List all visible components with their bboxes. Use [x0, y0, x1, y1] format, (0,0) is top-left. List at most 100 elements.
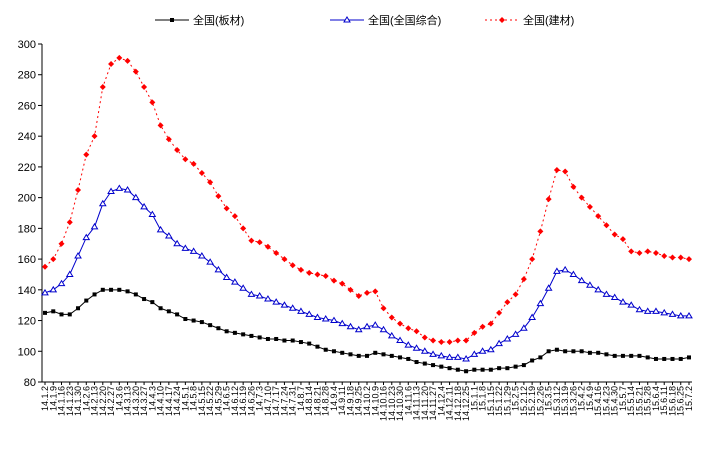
data-point — [397, 320, 404, 327]
data-point — [231, 278, 239, 285]
data-point — [206, 258, 215, 265]
data-point — [166, 309, 171, 314]
data-point — [51, 309, 56, 314]
data-point — [164, 232, 173, 239]
data-point — [290, 338, 295, 343]
data-point — [563, 349, 568, 354]
x-tick-label: 15.3.26 — [568, 386, 578, 416]
data-point — [686, 256, 692, 263]
data-point — [340, 350, 345, 355]
data-point — [191, 318, 196, 323]
data-point — [156, 225, 165, 233]
data-point — [365, 353, 369, 358]
data-point — [379, 325, 388, 333]
x-tick-label: 14.7.24 — [279, 386, 289, 416]
x-tick-label: 14.4.17 — [164, 386, 174, 416]
data-point — [677, 254, 684, 261]
data-point — [670, 356, 675, 361]
data-point — [140, 202, 148, 210]
legend-marker — [343, 16, 351, 23]
y-tick-label: 220 — [18, 162, 36, 174]
data-point — [214, 265, 223, 273]
data-point — [297, 266, 304, 273]
legend-marker — [499, 17, 505, 23]
data-point — [497, 366, 502, 371]
data-point — [90, 222, 99, 230]
data-point — [455, 367, 460, 372]
x-tick-label: 14.2.13 — [90, 386, 100, 416]
data-point — [569, 270, 578, 277]
data-point — [587, 350, 592, 355]
x-tick-label: 14.9.4 — [329, 386, 339, 411]
data-point — [538, 355, 543, 360]
x-tick-label: 14.8.14 — [304, 386, 314, 416]
data-point — [505, 366, 510, 371]
data-point — [662, 356, 667, 361]
y-tick-label: 240 — [18, 131, 36, 143]
data-point — [216, 326, 221, 331]
data-point — [404, 341, 413, 348]
data-point — [571, 349, 576, 354]
x-tick-label: 14.9.25 — [354, 386, 364, 416]
x-tick-label: 14.9.18 — [345, 386, 355, 416]
data-point — [339, 280, 346, 287]
data-point — [117, 287, 122, 292]
data-point — [322, 272, 329, 279]
data-point — [142, 297, 147, 302]
data-point — [100, 287, 105, 292]
x-tick-label: 15.2.5 — [511, 386, 521, 411]
data-point — [165, 136, 172, 143]
x-tick-label: 15.5.14 — [626, 386, 636, 416]
data-point — [553, 267, 561, 274]
data-point — [92, 292, 97, 297]
data-point — [189, 247, 198, 254]
data-point — [49, 285, 58, 293]
data-point — [149, 99, 156, 106]
data-point — [479, 323, 486, 330]
data-point — [610, 293, 619, 300]
data-point — [536, 299, 545, 307]
data-point — [553, 166, 560, 173]
data-point — [116, 54, 123, 61]
x-tick-label: 14.3.27 — [139, 386, 149, 416]
data-point — [99, 84, 106, 91]
data-point — [653, 356, 658, 361]
data-point — [356, 353, 361, 358]
data-point — [174, 147, 181, 154]
data-point — [108, 60, 115, 67]
data-point — [554, 347, 559, 352]
data-point — [307, 341, 312, 346]
data-point — [372, 288, 379, 295]
data-point — [478, 347, 487, 354]
y-tick-label: 260 — [18, 100, 36, 112]
x-tick-label: 15.4.23 — [601, 386, 611, 416]
data-point — [124, 57, 131, 64]
data-point — [346, 322, 355, 330]
data-point — [231, 213, 238, 220]
data-point — [323, 347, 328, 352]
data-point — [398, 355, 403, 360]
data-point — [274, 336, 279, 341]
x-tick-label: 15.3.5 — [544, 386, 554, 411]
data-point — [282, 338, 287, 343]
x-tick-label: 14.7.31 — [288, 386, 298, 416]
data-point — [265, 336, 270, 341]
data-point — [315, 344, 320, 349]
x-tick-label: 14.8.7 — [296, 386, 306, 411]
data-point — [453, 353, 462, 360]
data-point — [381, 352, 386, 357]
x-tick-label: 14.5.8 — [189, 386, 199, 411]
x-tick-label: 14.10.16 — [379, 386, 389, 421]
data-point — [462, 354, 470, 362]
data-point — [530, 358, 535, 363]
data-point — [306, 269, 313, 276]
data-point — [486, 345, 495, 353]
data-point — [314, 271, 321, 278]
data-point — [420, 347, 429, 354]
x-tick-label: 15.4.9 — [585, 386, 595, 411]
data-point — [446, 339, 453, 346]
data-point — [430, 337, 437, 344]
data-point — [652, 249, 659, 256]
data-point — [298, 340, 303, 345]
data-point — [661, 253, 668, 260]
